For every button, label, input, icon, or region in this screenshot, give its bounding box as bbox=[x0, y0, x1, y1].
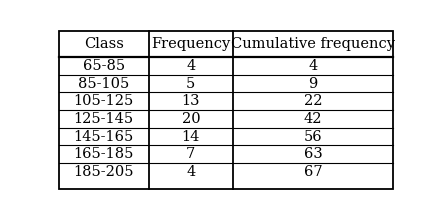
Text: 67: 67 bbox=[304, 165, 322, 179]
Text: 14: 14 bbox=[182, 129, 200, 143]
Text: 22: 22 bbox=[304, 94, 322, 108]
Text: 63: 63 bbox=[304, 147, 322, 161]
Text: 185-205: 185-205 bbox=[74, 165, 134, 179]
Text: 165-185: 165-185 bbox=[74, 147, 134, 161]
Text: 65-85: 65-85 bbox=[83, 59, 125, 73]
Text: 13: 13 bbox=[182, 94, 200, 108]
Text: 4: 4 bbox=[308, 59, 318, 73]
Text: 7: 7 bbox=[186, 147, 195, 161]
Text: Cumulative frequency: Cumulative frequency bbox=[231, 37, 395, 51]
Text: 9: 9 bbox=[308, 77, 318, 91]
Text: 125-145: 125-145 bbox=[74, 112, 134, 126]
Text: Frequency: Frequency bbox=[151, 37, 231, 51]
Text: 4: 4 bbox=[186, 59, 195, 73]
Text: 5: 5 bbox=[186, 77, 195, 91]
Text: 85-105: 85-105 bbox=[78, 77, 129, 91]
Text: Class: Class bbox=[84, 37, 123, 51]
Text: 4: 4 bbox=[186, 165, 195, 179]
Text: 20: 20 bbox=[182, 112, 200, 126]
Text: 145-165: 145-165 bbox=[74, 129, 134, 143]
Text: 56: 56 bbox=[304, 129, 322, 143]
Text: 105-125: 105-125 bbox=[74, 94, 134, 108]
Text: 42: 42 bbox=[304, 112, 322, 126]
